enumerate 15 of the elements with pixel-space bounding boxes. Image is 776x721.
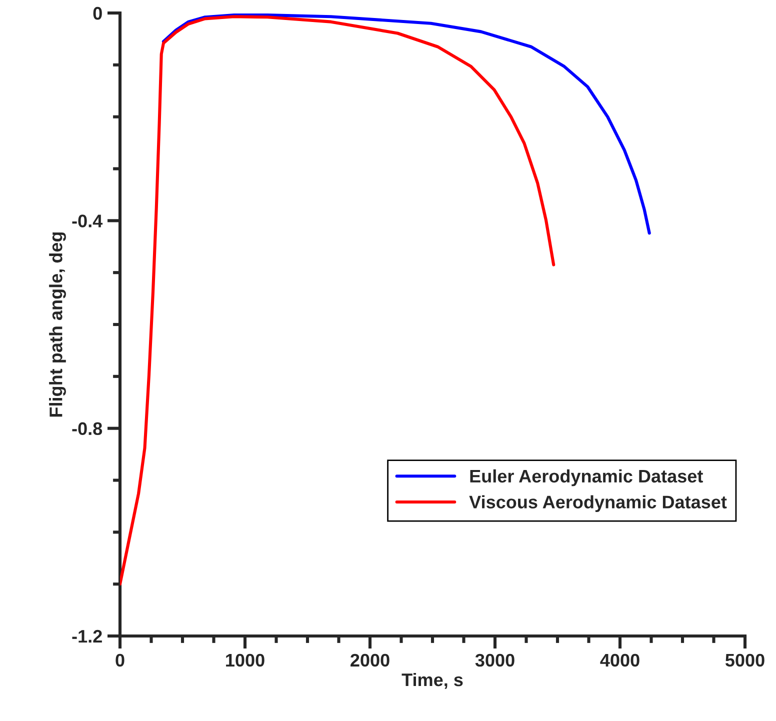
x-axis-title: Time, s <box>402 672 463 689</box>
y-axis-title: Flight path angle, deg <box>49 232 66 417</box>
x-tick-label: 1000 <box>226 654 264 667</box>
x-tick-label: 4000 <box>600 654 640 667</box>
legend-label: Viscous Aerodynamic Dataset <box>469 495 727 512</box>
x-tick-label: 5000 <box>725 654 764 667</box>
y-tick-label: 0 <box>93 6 102 20</box>
x-tick-label: 0 <box>116 654 124 667</box>
y-tick-label: -1.2 <box>72 630 102 643</box>
x-tick-label: 2000 <box>350 654 390 667</box>
x-tick-label: 3000 <box>475 654 514 667</box>
y-tick-label: -0.4 <box>72 214 103 228</box>
line-series <box>162 14 651 235</box>
legend-label: Euler Aerodynamic Dataset <box>470 469 703 486</box>
y-tick-label: -0.8 <box>72 422 102 436</box>
